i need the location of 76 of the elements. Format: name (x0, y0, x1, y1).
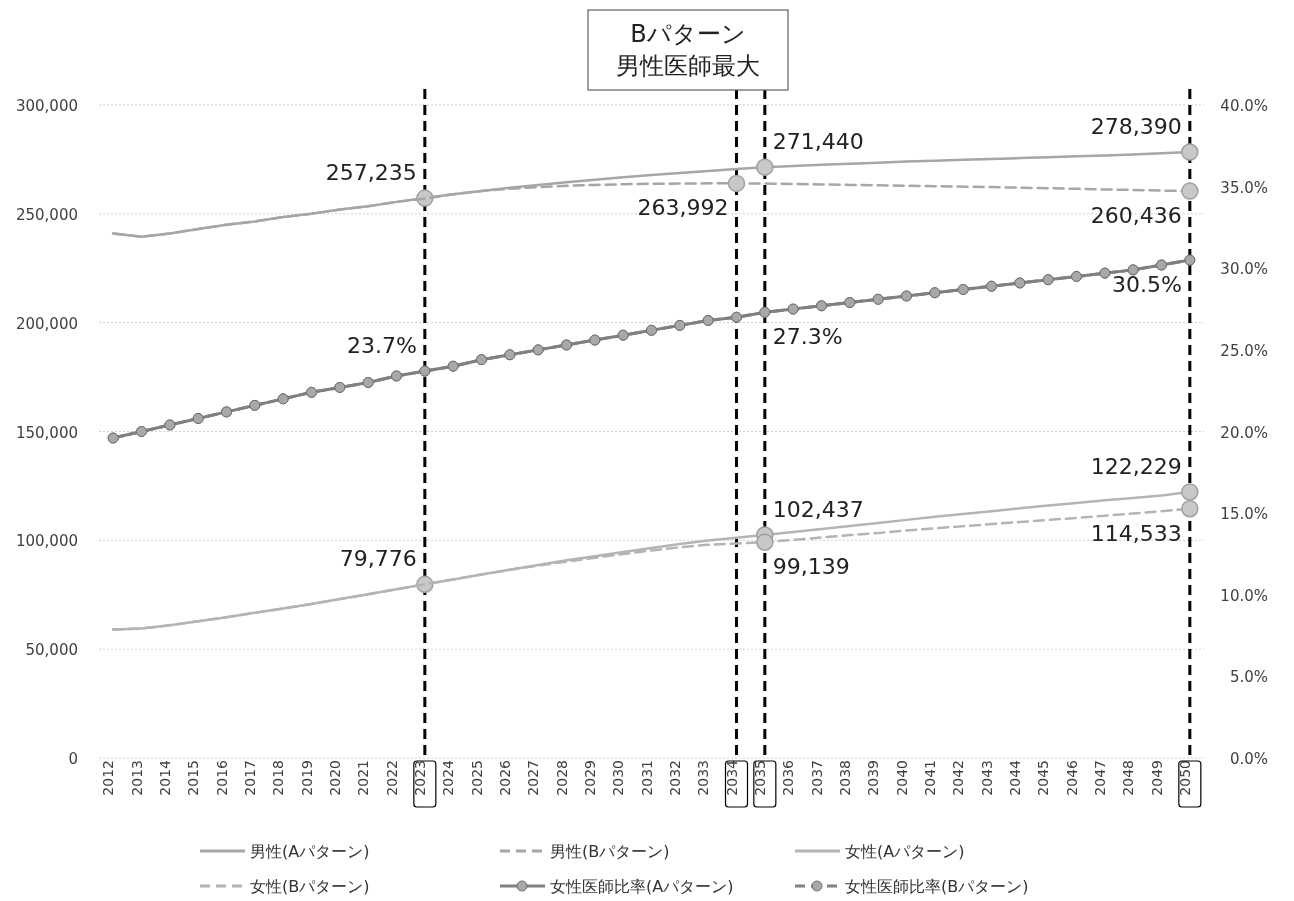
y-tick-label: 200,000 (15, 314, 78, 333)
data-label: 23.7% (346, 333, 417, 359)
x-tick-label: 2035 (751, 760, 768, 796)
y2-tick-label: 10.0% (1220, 586, 1268, 605)
y-tick-label: 0 (68, 750, 78, 768)
x-tick-label: 2050 (1176, 760, 1193, 796)
data-label: 260,436 (1090, 203, 1182, 229)
x-tick-label: 2022 (383, 760, 400, 796)
x-tick-label: 2014 (156, 759, 173, 796)
x-tick-label: 2021 (355, 760, 372, 796)
x-tick-label: 2049 (1148, 760, 1165, 796)
x-tick-label: 2032 (666, 760, 683, 796)
x-tick-label: 2038 (836, 760, 853, 796)
data-label: 122,229 (1090, 453, 1182, 479)
x-tick-label: 2045 (1035, 760, 1052, 796)
data-label: 278,390 (1090, 114, 1182, 140)
x-tick-label: 2012 (100, 760, 117, 796)
y2-tick-label: 35.0% (1220, 178, 1268, 197)
x-tick-label: 2046 (1063, 759, 1080, 796)
chart-title: Bパターン (630, 20, 746, 48)
data-label: 102,437 (772, 497, 864, 523)
legend-label: 男性(Aパターン) (250, 842, 370, 861)
data-label: 99,139 (772, 554, 850, 580)
data-label: 30.5% (1111, 272, 1182, 298)
x-tick-label: 2025 (468, 760, 485, 796)
x-tick-label: 2042 (950, 760, 967, 796)
x-tick-label: 2047 (1091, 760, 1108, 796)
x-tick-label: 2033 (695, 760, 712, 796)
x-tick-label: 2031 (638, 760, 655, 796)
x-tick-label: 2015 (185, 760, 202, 796)
y2-tick-label: 0.0% (1229, 750, 1268, 768)
data-label: 27.3% (772, 324, 843, 350)
data-label: 257,235 (325, 160, 417, 186)
x-tick-label: 2020 (326, 760, 343, 796)
y-tick-label: 100,000 (15, 532, 78, 551)
x-tick-label: 2037 (808, 760, 825, 796)
x-tick-label: 2019 (298, 760, 315, 796)
x-tick-label: 2027 (525, 760, 542, 796)
data-label: 114,533 (1090, 520, 1182, 546)
x-tick-label: 2028 (553, 760, 570, 796)
legend-label: 女性医師比率(Bパターン) (845, 877, 1029, 896)
chart-subtitle: 男性医師最大 (616, 52, 760, 80)
y2-tick-label: 25.0% (1220, 341, 1268, 360)
x-tick-label: 2034 (723, 759, 740, 796)
x-tick-label: 2029 (581, 760, 598, 796)
y2-tick-label: 20.0% (1220, 423, 1268, 442)
legend-label: 女性(Bパターン) (250, 877, 370, 896)
x-tick-label: 2040 (893, 760, 910, 796)
x-tick-label: 2026 (496, 759, 513, 796)
x-tick-label: 2017 (241, 760, 258, 796)
x-tick-label: 2048 (1120, 760, 1137, 796)
x-tick-label: 2016 (213, 759, 230, 796)
x-tick-label: 2036 (780, 759, 797, 796)
legend-label: 女性(Aパターン) (845, 842, 965, 861)
x-tick-label: 2030 (610, 760, 627, 796)
x-tick-label: 2043 (978, 760, 995, 796)
y-tick-label: 300,000 (15, 97, 78, 115)
data-label: 263,992 (637, 195, 729, 221)
x-tick-label: 2041 (921, 760, 938, 796)
y2-tick-label: 15.0% (1220, 505, 1268, 524)
y2-tick-label: 40.0% (1220, 97, 1268, 115)
data-label: 79,776 (339, 546, 417, 572)
legend-label: 女性医師比率(Aパターン) (550, 877, 734, 896)
y2-tick-label: 30.0% (1220, 260, 1268, 279)
y2-tick-label: 5.0% (1229, 668, 1268, 687)
x-tick-label: 2023 (411, 760, 428, 796)
y-tick-label: 150,000 (15, 423, 78, 442)
legend-label: 男性(Bパターン) (550, 842, 670, 861)
x-tick-label: 2013 (128, 760, 145, 796)
x-tick-label: 2024 (440, 759, 457, 796)
data-label: 271,440 (772, 129, 864, 155)
x-tick-label: 2039 (865, 760, 882, 796)
x-tick-label: 2018 (270, 760, 287, 796)
y-tick-label: 250,000 (15, 205, 78, 224)
x-tick-label: 2044 (1006, 759, 1023, 796)
y-tick-label: 50,000 (25, 641, 78, 660)
